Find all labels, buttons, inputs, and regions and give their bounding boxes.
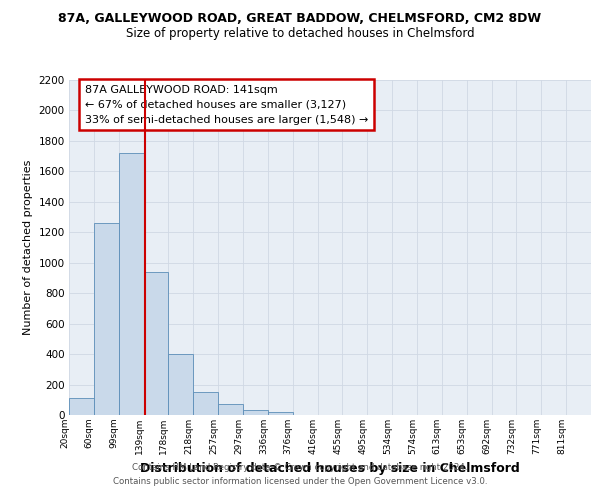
Text: Contains public sector information licensed under the Open Government Licence v3: Contains public sector information licen… [113,477,487,486]
Bar [143,272,169,415]
Text: 87A, GALLEYWOOD ROAD, GREAT BADDOW, CHELMSFORD, CM2 8DW: 87A, GALLEYWOOD ROAD, GREAT BADDOW, CHEL… [58,12,542,26]
Bar [193,392,218,415]
Y-axis label: Number of detached properties: Number of detached properties [23,160,33,335]
Bar [69,398,94,415]
Bar [243,410,268,415]
Bar [94,223,119,415]
Text: Contains HM Land Registry data © Crown copyright and database right 2024.: Contains HM Land Registry data © Crown c… [132,464,468,472]
Bar [218,404,243,415]
Bar [268,412,293,415]
Bar [169,354,193,415]
Text: Size of property relative to detached houses in Chelmsford: Size of property relative to detached ho… [125,28,475,40]
Bar [119,153,143,415]
X-axis label: Distribution of detached houses by size in Chelmsford: Distribution of detached houses by size … [140,462,520,475]
Text: 87A GALLEYWOOD ROAD: 141sqm
← 67% of detached houses are smaller (3,127)
33% of : 87A GALLEYWOOD ROAD: 141sqm ← 67% of det… [85,85,368,124]
